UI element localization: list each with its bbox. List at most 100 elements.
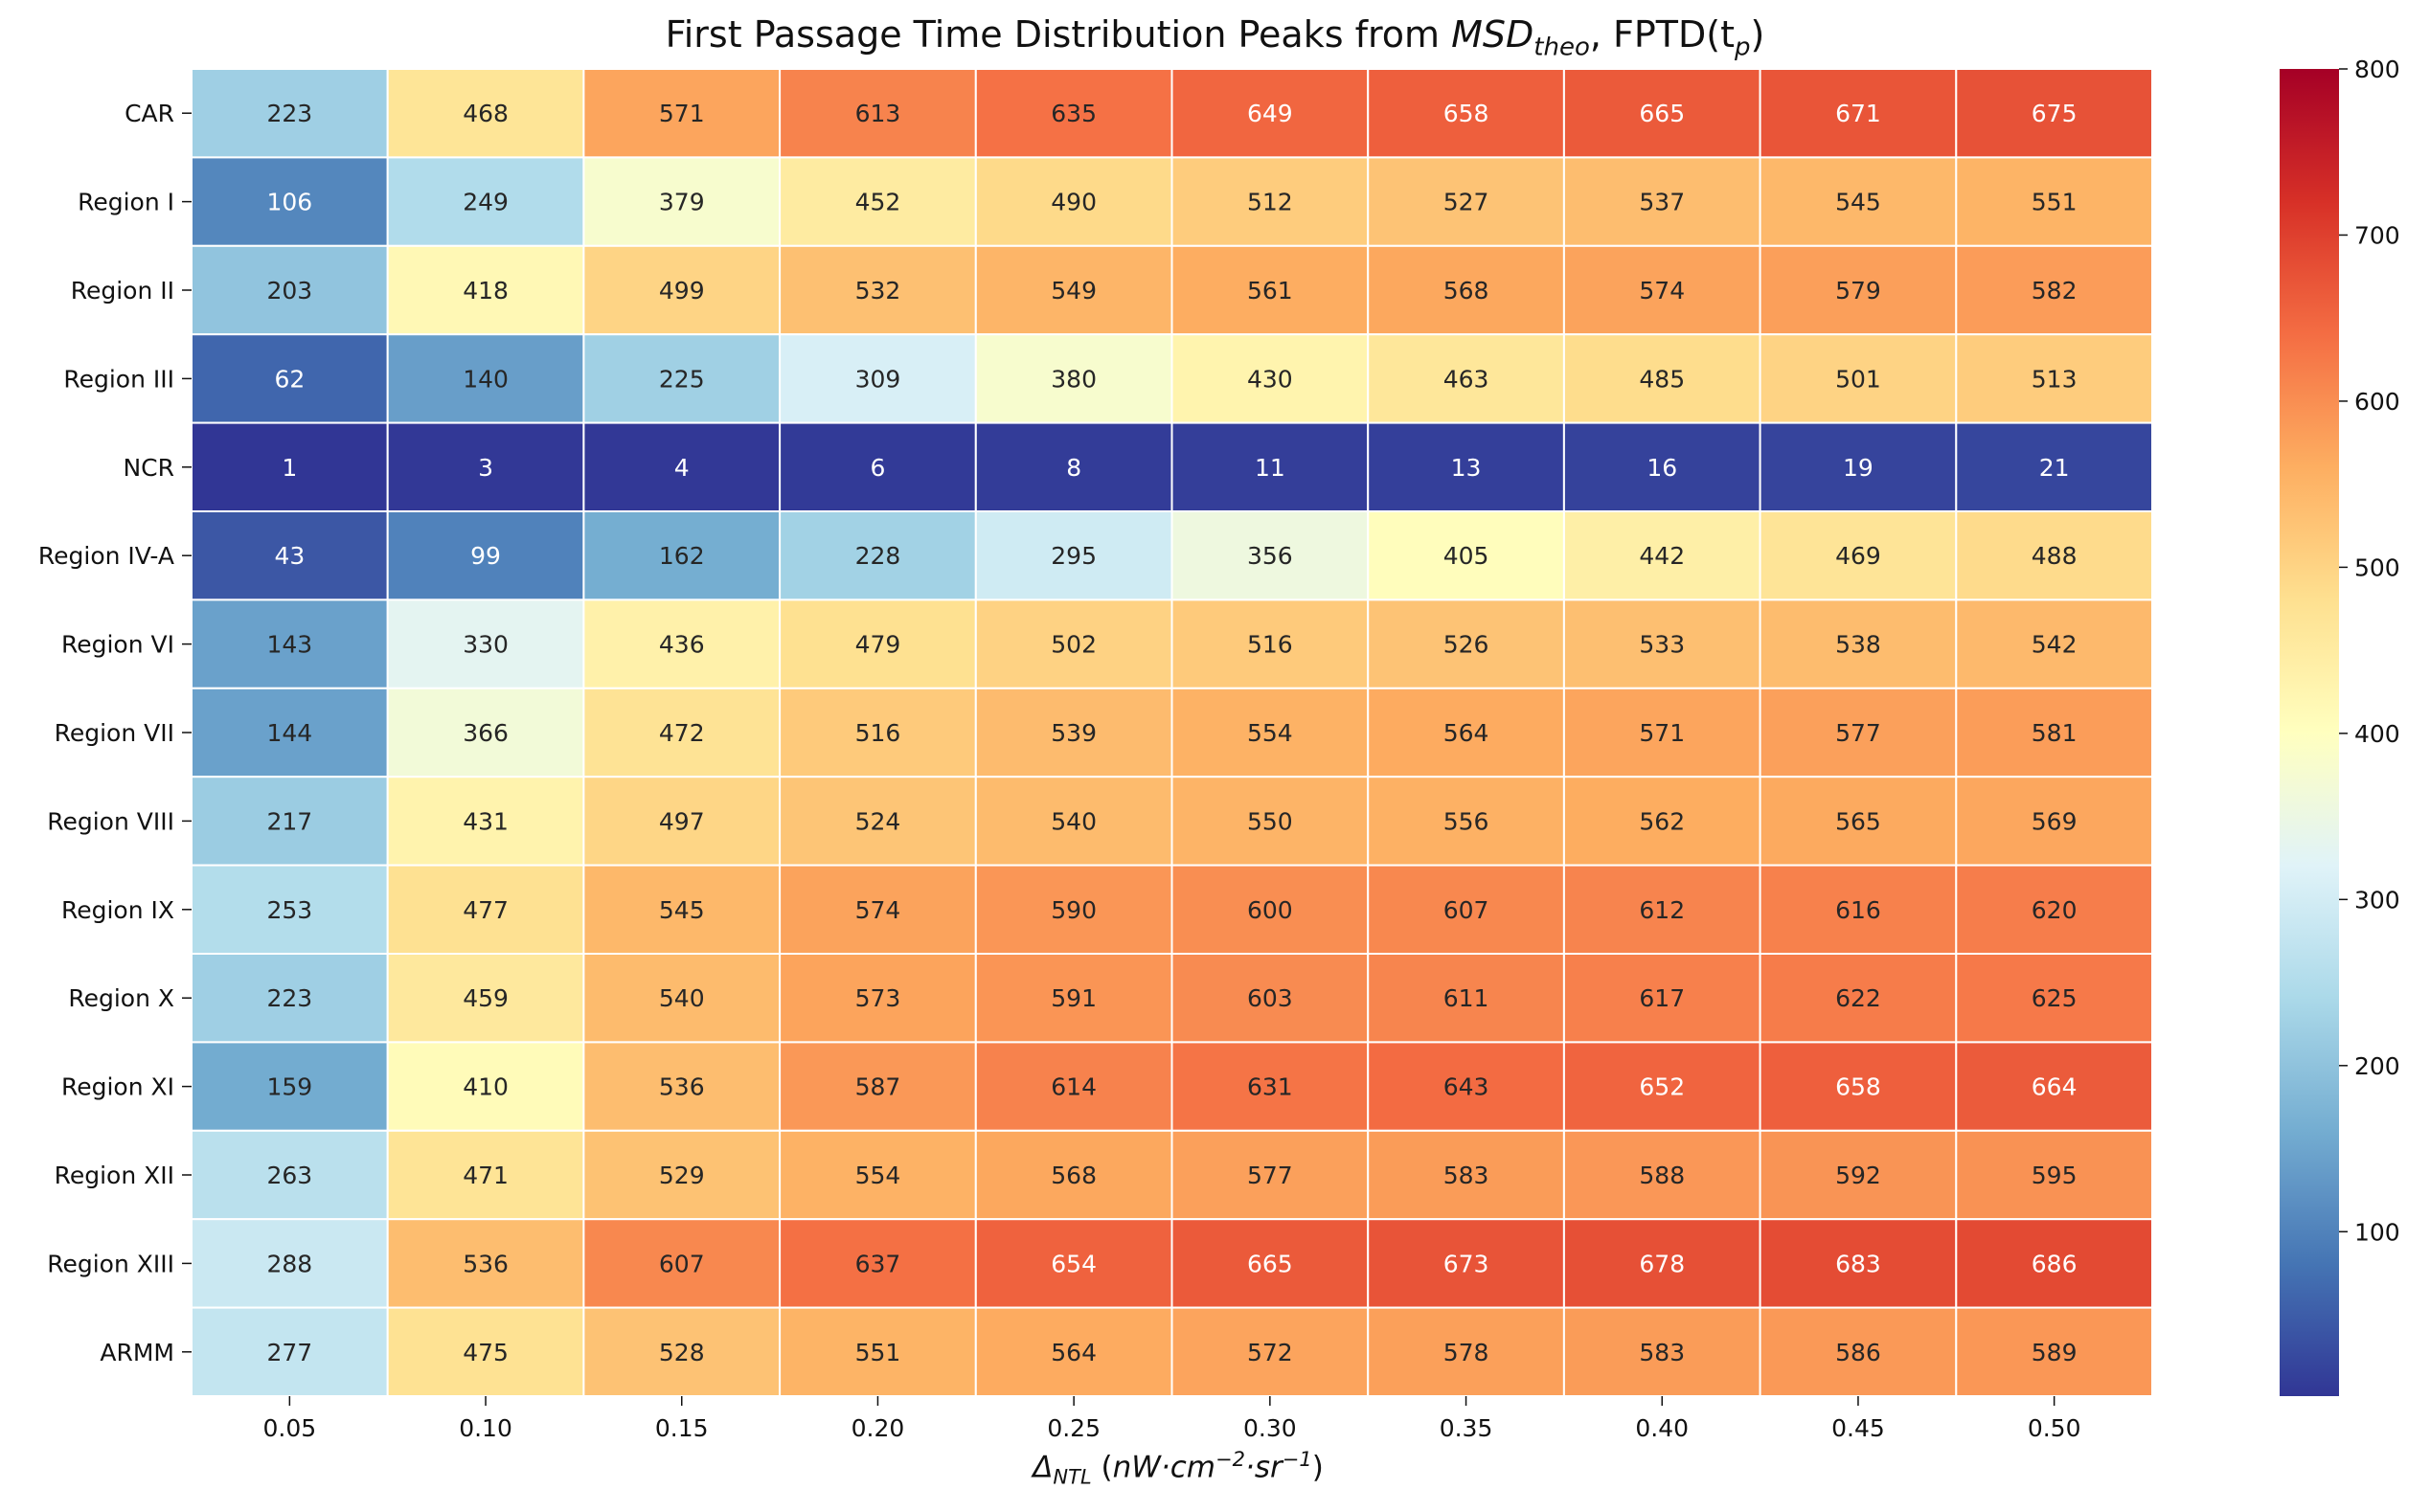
cell-value-label: 582: [2032, 277, 2078, 305]
cell-value-label: 643: [1443, 1073, 1489, 1101]
heatmap-cell: [1759, 68, 1958, 159]
cell-value-label: 249: [463, 189, 509, 216]
x-tick-label: 0.50: [2028, 1414, 2081, 1442]
colorbar-tick-label: 200: [2354, 1052, 2400, 1080]
heatmap-cell: [1955, 864, 2154, 955]
y-tick-label: Region IX: [61, 896, 174, 924]
heatmap-cell: [582, 421, 782, 513]
cell-value-label: 225: [659, 365, 705, 393]
cell-value-label: 614: [1051, 1073, 1097, 1101]
y-tick-labels: CAR Region I Region II Region III NCR Region …: [38, 100, 192, 1366]
colorbar-tick-label: 800: [2354, 56, 2400, 83]
cell-value-label: 595: [2032, 1162, 2078, 1189]
colorbar-tick-label: 300: [2354, 886, 2400, 914]
heatmap-cell: [1955, 1306, 2154, 1397]
heatmap-cell: [1955, 421, 2154, 513]
heatmap-cell: [779, 953, 977, 1044]
cell-value-label: 561: [1247, 277, 1293, 305]
heatmap-cell: [1759, 510, 1958, 601]
heatmap-cell: [1759, 1129, 1958, 1221]
cell-value-label: 16: [1646, 454, 1677, 482]
cell-value-label: 620: [2032, 896, 2078, 924]
cell-value-label: 568: [1443, 277, 1489, 305]
cell-value-label: 528: [659, 1339, 705, 1366]
cell-value-label: 516: [855, 719, 901, 747]
x-axis-label: ΔNTL (nW·cm−2·sr−1): [1033, 1448, 1324, 1489]
cell-value-label: 203: [266, 277, 312, 305]
cell-value-label: 469: [1835, 542, 1881, 570]
heatmap-cell: [386, 510, 585, 601]
cell-value-label: 565: [1835, 807, 1881, 835]
cell-value-label: 631: [1247, 1073, 1293, 1101]
cell-value-label: 512: [1247, 189, 1293, 216]
cell-value-label: 551: [2032, 189, 2078, 216]
heatmap-cell: [1759, 1218, 1958, 1309]
cell-value-label: 564: [1443, 719, 1489, 747]
heatmap-cell: [974, 687, 1173, 779]
cell-value-label: 263: [266, 1162, 312, 1189]
cell-value-label: 583: [1639, 1339, 1685, 1366]
cell-value-label: 607: [659, 1250, 705, 1277]
cell-value-label: 479: [855, 631, 901, 659]
heatmap-cell: [1759, 1306, 1958, 1397]
heatmap-cell: [582, 244, 782, 336]
x-tick-label: 0.10: [459, 1414, 512, 1442]
cell-value-label: 577: [1835, 719, 1881, 747]
cell-value-label: 418: [463, 277, 509, 305]
cell-value-label: 673: [1443, 1250, 1489, 1277]
cell-value-label: 295: [1051, 542, 1097, 570]
y-tick-label: Region VIII: [47, 807, 174, 835]
cell-value-label: 577: [1247, 1162, 1293, 1189]
heatmap-cell: [386, 156, 585, 247]
heatmap-cell: [1170, 156, 1370, 247]
x-tick-label: 0.15: [655, 1414, 709, 1442]
cell-value-label: 485: [1639, 365, 1685, 393]
cell-value-label: 607: [1443, 896, 1489, 924]
heatmap-cell: [191, 1129, 389, 1221]
cell-value-label: 19: [1843, 454, 1874, 482]
cell-value-label: 488: [2032, 542, 2078, 570]
cell-value-label: 589: [2032, 1339, 2078, 1366]
cell-value-label: 1: [282, 454, 297, 482]
heatmap-cell: [191, 510, 389, 601]
x-tick-label: 0.30: [1243, 1414, 1297, 1442]
heatmap-cell: [779, 598, 977, 689]
heatmap-cell: [191, 156, 389, 247]
x-tick-label: 0.25: [1047, 1414, 1101, 1442]
cell-value-label: 571: [659, 100, 705, 127]
cell-value-label: 3: [478, 454, 493, 482]
cell-value-label: 330: [463, 631, 509, 659]
y-tick-label: Region I: [78, 189, 174, 216]
x-tick-label: 0.20: [852, 1414, 905, 1442]
cell-value-label: 410: [463, 1073, 509, 1101]
cell-value-label: 590: [1051, 896, 1097, 924]
cell-value-label: 537: [1639, 189, 1685, 216]
cell-value-label: 652: [1639, 1073, 1685, 1101]
heatmap-cell: [974, 1129, 1173, 1221]
heatmap-cell: [582, 1129, 782, 1221]
cell-value-label: 21: [2039, 454, 2070, 482]
cell-value-label: 550: [1247, 807, 1293, 835]
colorbar-tick-label: 400: [2354, 720, 2400, 748]
cell-value-label: 603: [1247, 984, 1293, 1012]
cell-value-label: 625: [2032, 984, 2078, 1012]
y-tick-label: Region III: [63, 365, 174, 393]
heatmap-cell: [582, 687, 782, 779]
colorbar-tick-label: 600: [2354, 388, 2400, 416]
cell-value-label: 106: [266, 189, 312, 216]
colorbar-tick-label: 500: [2354, 553, 2400, 581]
cell-value-label: 253: [266, 896, 312, 924]
cell-value-label: 671: [1835, 100, 1881, 127]
heatmap-cell: [1170, 333, 1370, 424]
cell-value-label: 472: [659, 719, 705, 747]
cell-value-label: 658: [1835, 1073, 1881, 1101]
y-tick-label: ARMM: [100, 1339, 174, 1366]
cell-value-label: 497: [659, 807, 705, 835]
y-tick-label: Region XIII: [47, 1250, 174, 1277]
cell-value-label: 539: [1051, 719, 1097, 747]
cell-value-label: 277: [266, 1339, 312, 1366]
heatmap-cell: [779, 156, 977, 247]
heatmap-cell: [191, 1041, 389, 1132]
